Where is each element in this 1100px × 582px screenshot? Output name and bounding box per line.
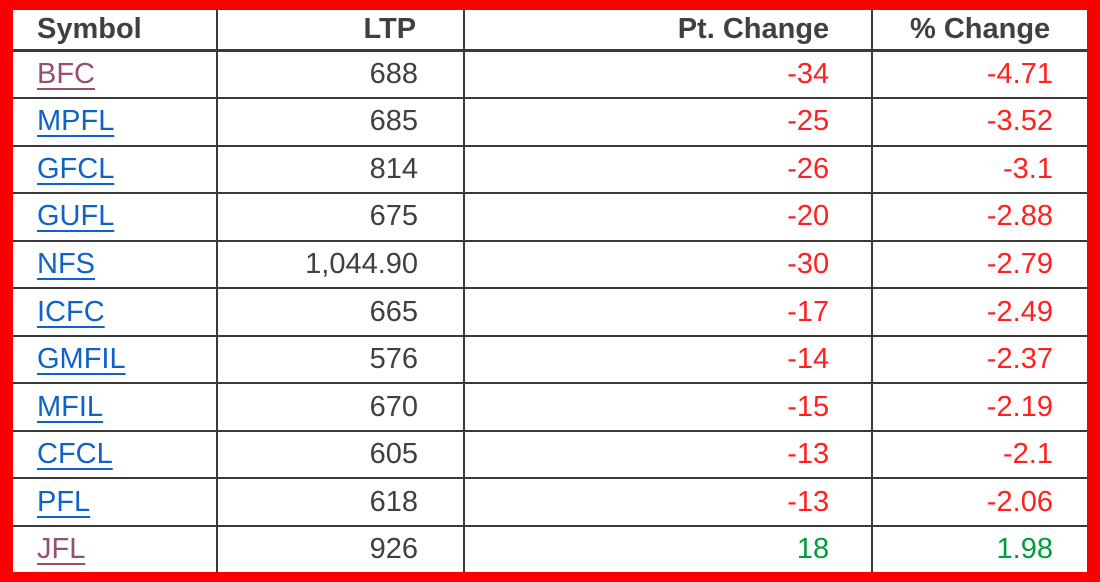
symbol-cell: MPFL xyxy=(13,98,219,147)
symbol-cell: GMFIL xyxy=(13,335,219,385)
table-row: PFL 618 -13 -2.06 xyxy=(13,478,1087,527)
pct-change-value: -4.71 xyxy=(872,50,1087,100)
symbol-cell: ICFC xyxy=(13,288,219,337)
symbol-link-nfs[interactable]: NFS xyxy=(37,247,95,280)
column-header-ltp: LTP xyxy=(217,10,466,52)
ltp-value: 688 xyxy=(217,50,466,100)
symbol-cell: MFIL xyxy=(13,383,219,432)
table-row: GMFIL 576 -14 -2.37 xyxy=(13,335,1087,385)
header-row: Symbol LTP Pt. Change % Change xyxy=(13,10,1087,52)
pct-change-value: -3.52 xyxy=(872,98,1087,147)
table-row: GFCL 814 -26 -3.1 xyxy=(13,145,1087,195)
table-row: NFS 1,044.90 -30 -2.79 xyxy=(13,240,1087,290)
ltp-value: 618 xyxy=(217,478,466,527)
table-row: JFL 926 18 1.98 xyxy=(13,525,1087,572)
pt-change-value: -20 xyxy=(464,193,874,242)
symbol-link-pfl[interactable]: PFL xyxy=(37,485,91,518)
symbol-link-gmfil[interactable]: GMFIL xyxy=(37,343,126,376)
pt-change-value: 18 xyxy=(464,525,874,572)
pct-change-value: -2.79 xyxy=(872,240,1087,290)
ltp-value: 576 xyxy=(217,335,466,385)
column-header-pct-change: % Change xyxy=(872,10,1087,52)
pt-change-value: -30 xyxy=(464,240,874,290)
pct-change-value: -2.1 xyxy=(872,430,1087,480)
table-row: CFCL 605 -13 -2.1 xyxy=(13,430,1087,480)
stock-table: Symbol LTP Pt. Change % Change BFC 688 -… xyxy=(13,10,1087,572)
pct-change-value: -2.49 xyxy=(872,288,1087,337)
pct-change-value: -3.1 xyxy=(872,145,1087,195)
ltp-value: 675 xyxy=(217,193,466,242)
symbol-cell: GFCL xyxy=(13,145,219,195)
ltp-value: 814 xyxy=(217,145,466,195)
pt-change-value: -25 xyxy=(464,98,874,147)
pt-change-value: -26 xyxy=(464,145,874,195)
ltp-value: 605 xyxy=(217,430,466,480)
symbol-cell: CFCL xyxy=(13,430,219,480)
ltp-value: 926 xyxy=(217,525,466,572)
pct-change-value: 1.98 xyxy=(996,532,1053,565)
symbol-link-icfc[interactable]: ICFC xyxy=(37,295,105,328)
pct-change-value: -2.37 xyxy=(872,335,1087,385)
pct-change-value: -2.19 xyxy=(872,383,1087,432)
symbol-cell: JFL xyxy=(13,525,219,572)
symbol-cell: BFC xyxy=(13,50,219,100)
pt-change-value: -34 xyxy=(464,50,874,100)
ltp-value: 665 xyxy=(217,288,466,337)
symbol-link-gfcl[interactable]: GFCL xyxy=(37,152,115,185)
table-row: BFC 688 -34 -4.71 xyxy=(13,50,1087,100)
symbol-link-cfcl[interactable]: CFCL xyxy=(37,438,113,471)
pt-change-value: -15 xyxy=(464,383,874,432)
pt-change-value: -17 xyxy=(464,288,874,337)
pct-change-value: -2.88 xyxy=(872,193,1087,242)
symbol-link-mfil[interactable]: MFIL xyxy=(37,390,104,423)
symbol-link-mpfl[interactable]: MPFL xyxy=(37,105,115,138)
column-header-pt-change: Pt. Change xyxy=(464,10,874,52)
ltp-value: 1,044.90 xyxy=(217,240,466,290)
pt-change-value: -13 xyxy=(464,478,874,527)
pt-change-value: -14 xyxy=(464,335,874,385)
symbol-cell: NFS xyxy=(13,240,219,290)
table-row: MFIL 670 -15 -2.19 xyxy=(13,383,1087,432)
symbol-cell: PFL xyxy=(13,478,219,527)
symbol-cell: GUFL xyxy=(13,193,219,242)
table-row: GUFL 675 -20 -2.88 xyxy=(13,193,1087,242)
symbol-link-gufl[interactable]: GUFL xyxy=(37,200,115,233)
symbol-link-bfc[interactable]: BFC xyxy=(37,57,95,90)
ltp-value: 670 xyxy=(217,383,466,432)
pct-change-value: -2.06 xyxy=(872,478,1087,527)
column-header-symbol: Symbol xyxy=(13,10,219,52)
ltp-value: 685 xyxy=(217,98,466,147)
table-row: ICFC 665 -17 -2.49 xyxy=(13,288,1087,337)
pt-change-value: -13 xyxy=(464,430,874,480)
symbol-link-jfl[interactable]: JFL xyxy=(37,532,86,565)
table-row: MPFL 685 -25 -3.52 xyxy=(13,98,1087,147)
